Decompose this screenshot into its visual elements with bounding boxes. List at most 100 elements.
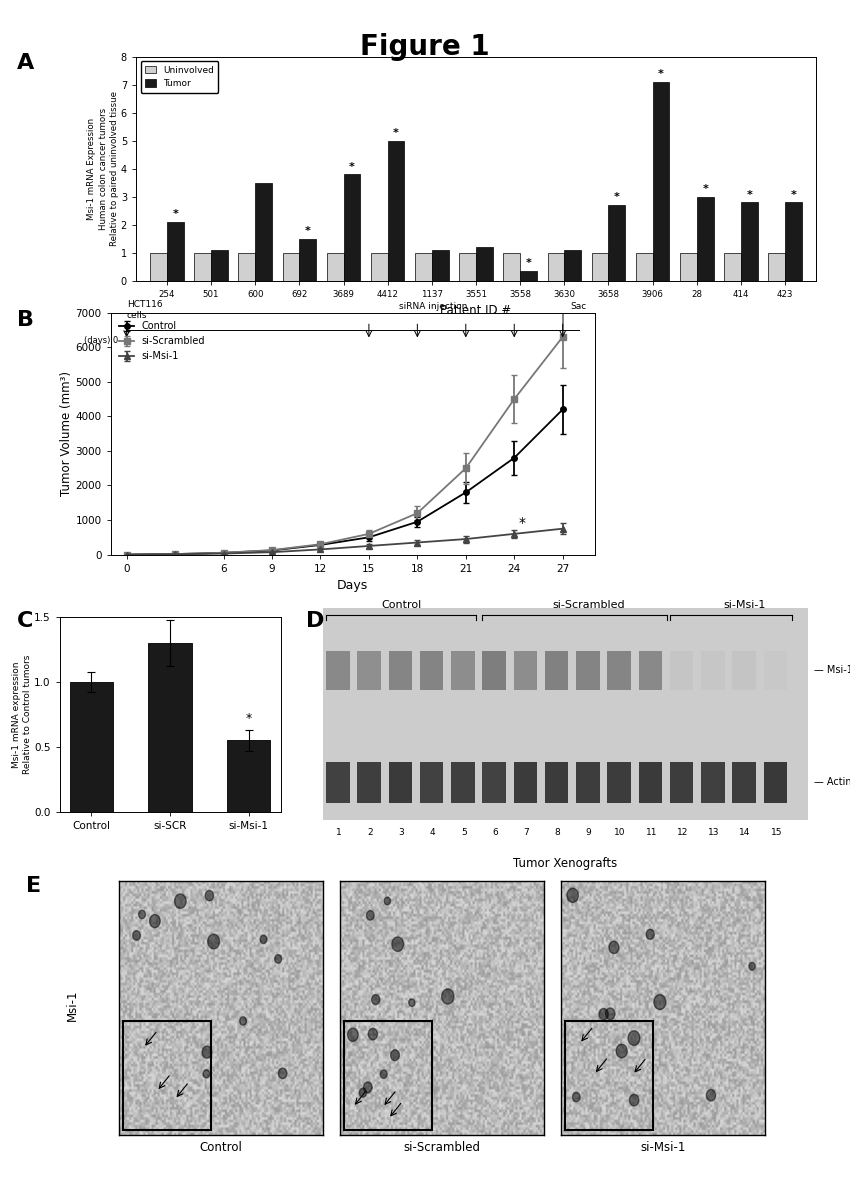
Bar	[459, 253, 476, 281]
Legend: Control, si-Scrambled, si-Msi-1: Control, si-Scrambled, si-Msi-1	[116, 317, 209, 365]
Bar	[636, 253, 653, 281]
X-axis label: Days: Days	[337, 579, 368, 592]
Bar	[701, 762, 725, 802]
Text: Control: Control	[381, 599, 422, 610]
Text: *: *	[614, 192, 620, 203]
Circle shape	[409, 998, 415, 1007]
X-axis label: si-Msi-1: si-Msi-1	[640, 1141, 686, 1154]
Bar	[167, 222, 184, 281]
Bar	[483, 651, 506, 690]
Legend: Uninvolved, Tumor: Uninvolved, Tumor	[140, 61, 218, 93]
Bar	[299, 238, 316, 281]
Y-axis label: Tumor Volume (mm³): Tumor Volume (mm³)	[60, 372, 72, 496]
Bar	[388, 762, 412, 802]
Bar	[211, 250, 228, 281]
Bar	[724, 253, 741, 281]
Circle shape	[371, 995, 380, 1004]
Text: A: A	[17, 53, 34, 73]
Text: Msi-1: Msi-1	[65, 990, 79, 1021]
Text: C: C	[17, 611, 33, 631]
Circle shape	[616, 1044, 627, 1057]
Text: *: *	[790, 190, 796, 199]
Bar	[451, 762, 474, 802]
Circle shape	[174, 894, 186, 909]
Text: *: *	[349, 162, 354, 171]
Bar	[503, 253, 520, 281]
Bar	[608, 762, 631, 802]
Text: si-Msi-1: si-Msi-1	[724, 599, 766, 610]
Bar	[476, 248, 493, 281]
Bar	[638, 762, 662, 802]
Circle shape	[275, 955, 281, 963]
Text: Tumor Xenografts: Tumor Xenografts	[513, 857, 617, 870]
Text: Figure 1: Figure 1	[360, 33, 490, 61]
Bar	[733, 762, 756, 802]
Text: 2: 2	[367, 828, 372, 837]
Bar	[545, 651, 569, 690]
X-axis label: Patient ID #: Patient ID #	[440, 304, 512, 317]
Text: 12: 12	[677, 828, 688, 837]
Bar	[195, 253, 211, 281]
Circle shape	[605, 1008, 615, 1020]
Bar	[388, 140, 405, 281]
Text: 11: 11	[645, 828, 657, 837]
Circle shape	[646, 930, 654, 939]
Bar	[680, 253, 697, 281]
Text: *: *	[173, 209, 178, 219]
Bar	[123, 1021, 211, 1130]
Bar	[255, 183, 272, 281]
Circle shape	[205, 891, 213, 900]
Y-axis label: Msi-1 mRNA expression
Relative to Control tumors: Msi-1 mRNA expression Relative to Contro…	[12, 655, 32, 774]
Bar	[545, 762, 569, 802]
Circle shape	[348, 1028, 358, 1042]
Y-axis label: Msi-1 mRNA Expression
Human colon cancer tumors
Relative to paired uninvolved ti: Msi-1 mRNA Expression Human colon cancer…	[87, 91, 119, 247]
Text: *: *	[246, 712, 252, 725]
Circle shape	[133, 931, 140, 940]
Bar	[326, 253, 343, 281]
Bar	[388, 651, 412, 690]
Text: siRNA injection: siRNA injection	[400, 302, 468, 312]
Text: (days) 0: (days) 0	[84, 336, 118, 345]
Circle shape	[150, 914, 160, 927]
Text: *: *	[746, 190, 752, 199]
Bar	[638, 651, 662, 690]
Text: 6: 6	[492, 828, 498, 837]
Text: 13: 13	[708, 828, 719, 837]
Bar	[150, 253, 167, 281]
Bar	[670, 651, 694, 690]
Bar	[149, 643, 191, 812]
Bar	[785, 203, 802, 281]
Bar	[609, 205, 626, 281]
Bar	[764, 651, 787, 690]
Text: — Msi-1: — Msi-1	[813, 666, 850, 675]
Circle shape	[279, 1068, 287, 1079]
Bar	[564, 250, 581, 281]
Bar	[483, 762, 506, 802]
Bar	[415, 253, 432, 281]
Text: 1: 1	[336, 828, 342, 837]
Text: *: *	[658, 70, 664, 79]
Bar	[764, 762, 787, 802]
Text: HCT116
cells: HCT116 cells	[127, 300, 162, 320]
Circle shape	[202, 1045, 212, 1058]
Text: *: *	[394, 127, 399, 138]
Circle shape	[654, 995, 666, 1010]
Bar	[576, 762, 599, 802]
X-axis label: si-Scrambled: si-Scrambled	[404, 1141, 480, 1154]
Circle shape	[260, 936, 267, 944]
Circle shape	[629, 1094, 639, 1106]
Bar	[565, 1021, 653, 1130]
Bar	[520, 271, 537, 281]
Circle shape	[567, 889, 578, 903]
Bar	[547, 253, 564, 281]
Circle shape	[599, 1009, 609, 1020]
Bar	[282, 253, 299, 281]
Circle shape	[203, 1070, 210, 1079]
Circle shape	[360, 1088, 366, 1097]
Circle shape	[240, 1017, 246, 1025]
Bar	[326, 762, 349, 802]
Circle shape	[139, 910, 145, 919]
Text: — Actin: — Actin	[813, 778, 850, 787]
Bar	[420, 651, 444, 690]
Bar	[653, 81, 670, 281]
